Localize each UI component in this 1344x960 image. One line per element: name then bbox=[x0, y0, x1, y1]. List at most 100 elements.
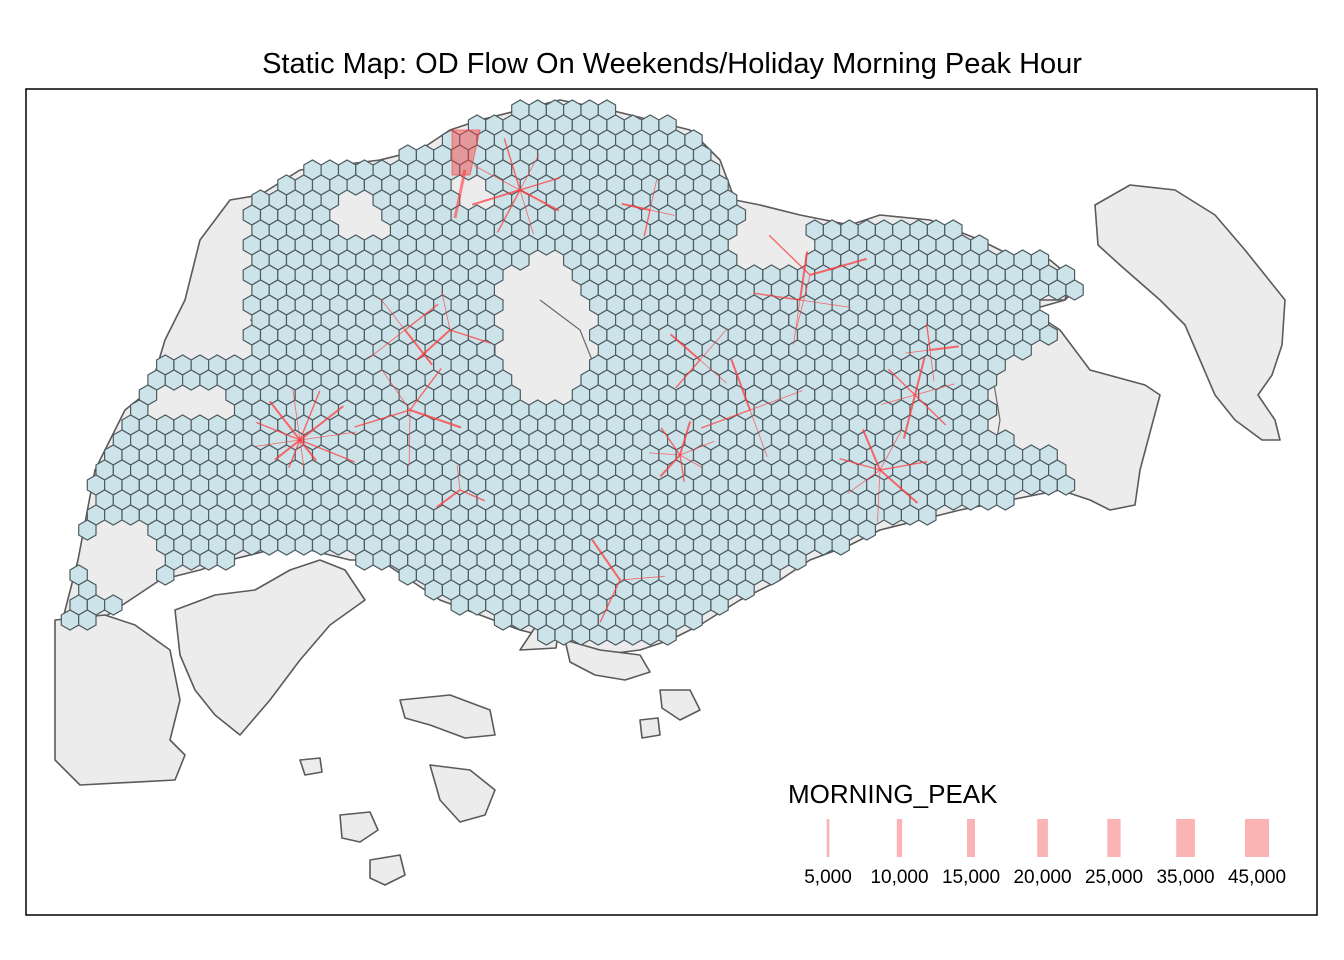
hex-cell bbox=[571, 624, 591, 646]
flow-line bbox=[299, 439, 305, 468]
flow-line bbox=[473, 165, 521, 191]
flow-line bbox=[768, 234, 811, 276]
flow-line bbox=[925, 323, 931, 351]
flow-line bbox=[299, 405, 344, 441]
flow-line bbox=[799, 299, 851, 308]
hex-cell bbox=[736, 579, 755, 601]
hex-cell bbox=[511, 609, 530, 631]
hex-cell bbox=[1013, 339, 1032, 361]
hex-cell bbox=[684, 609, 703, 631]
flow-line bbox=[408, 409, 411, 467]
flow-line bbox=[368, 329, 406, 359]
hex-cell bbox=[398, 564, 417, 586]
hex-cell bbox=[511, 249, 530, 271]
legend-swatch bbox=[896, 819, 903, 857]
hex-cell bbox=[216, 549, 236, 571]
hex-cell bbox=[658, 624, 677, 646]
hex-cell bbox=[537, 234, 556, 256]
hex-cell bbox=[788, 549, 807, 571]
hex-cell bbox=[762, 564, 781, 586]
flow-line bbox=[679, 454, 685, 482]
flow-line bbox=[699, 328, 728, 361]
hex-cell bbox=[346, 174, 365, 196]
flow-line bbox=[879, 429, 903, 471]
sentosa-island bbox=[564, 639, 651, 681]
hex-cell bbox=[103, 594, 123, 616]
major-flow-band bbox=[451, 129, 481, 176]
flow-line bbox=[660, 427, 681, 456]
flow-line bbox=[416, 329, 451, 361]
hex-cell bbox=[1021, 474, 1041, 496]
hex-cell bbox=[606, 624, 625, 646]
flow-line bbox=[669, 333, 701, 361]
hex-cell bbox=[259, 534, 279, 556]
hex-cell bbox=[60, 609, 80, 631]
hex-cell bbox=[995, 489, 1015, 511]
flow-line bbox=[471, 189, 521, 206]
flow-line bbox=[730, 358, 751, 411]
flow-line bbox=[380, 368, 411, 411]
hex-cell bbox=[623, 624, 643, 646]
hex-cell bbox=[277, 534, 296, 556]
flow-line bbox=[793, 299, 801, 345]
flow-line bbox=[749, 390, 803, 411]
flow-line bbox=[679, 454, 702, 468]
flow-line bbox=[519, 154, 540, 191]
flow-line bbox=[929, 345, 959, 351]
flow-line bbox=[456, 465, 461, 491]
hex-cell bbox=[467, 594, 487, 616]
flow-line bbox=[256, 421, 301, 441]
hex-cell bbox=[857, 519, 877, 541]
flow-line bbox=[675, 359, 701, 389]
flow-line bbox=[496, 189, 521, 233]
flow-line bbox=[255, 439, 301, 447]
flow-line bbox=[809, 257, 867, 276]
hexagon-grid bbox=[60, 99, 1084, 646]
flow-line bbox=[292, 389, 301, 441]
flow-line bbox=[459, 489, 485, 502]
hex-cell bbox=[831, 534, 851, 556]
flow-line bbox=[503, 138, 521, 191]
flow-line bbox=[441, 290, 451, 331]
hex-cell bbox=[78, 609, 97, 631]
flow-line bbox=[404, 303, 439, 331]
flow-line bbox=[905, 349, 931, 354]
hex-cell bbox=[78, 519, 97, 541]
hex-cell bbox=[537, 624, 556, 646]
flow-line bbox=[404, 329, 433, 366]
hex-cell bbox=[1039, 324, 1058, 346]
flow-line bbox=[354, 409, 411, 428]
legend-swatch bbox=[1245, 819, 1269, 857]
hex-cell bbox=[329, 534, 348, 556]
hex-cell bbox=[1039, 474, 1058, 496]
hex-cell bbox=[493, 609, 513, 631]
flow-line bbox=[380, 298, 406, 331]
flow-line bbox=[299, 439, 317, 462]
hex-cell bbox=[103, 504, 123, 526]
flow-line bbox=[753, 292, 801, 301]
hex-cell bbox=[424, 579, 443, 601]
legend-items: 5,000 10,000 15,000 20,000 25,000 35,000 45,00… bbox=[804, 819, 1286, 888]
flow-line bbox=[288, 439, 301, 469]
hex-cell bbox=[156, 564, 175, 586]
hex-cell bbox=[294, 534, 314, 556]
flow-line bbox=[914, 394, 947, 426]
southern-island-d bbox=[369, 854, 406, 886]
flow-line bbox=[888, 368, 916, 396]
flow-line bbox=[700, 409, 751, 429]
flow-line bbox=[679, 421, 692, 456]
flow-line bbox=[879, 460, 928, 471]
pulau-island-f bbox=[299, 757, 323, 776]
flow-line bbox=[749, 409, 768, 458]
legend-swatch bbox=[967, 819, 975, 857]
tekong-island bbox=[1094, 184, 1286, 441]
flow-line bbox=[649, 452, 681, 456]
flow-line bbox=[902, 394, 916, 439]
hex-cell bbox=[242, 534, 262, 556]
hex-cell bbox=[450, 594, 469, 616]
flow-line bbox=[409, 367, 442, 411]
hex-cell bbox=[311, 534, 331, 556]
hex-cell bbox=[900, 504, 920, 526]
legend-label: 20,000 bbox=[1013, 867, 1071, 888]
flow-line bbox=[649, 179, 658, 211]
